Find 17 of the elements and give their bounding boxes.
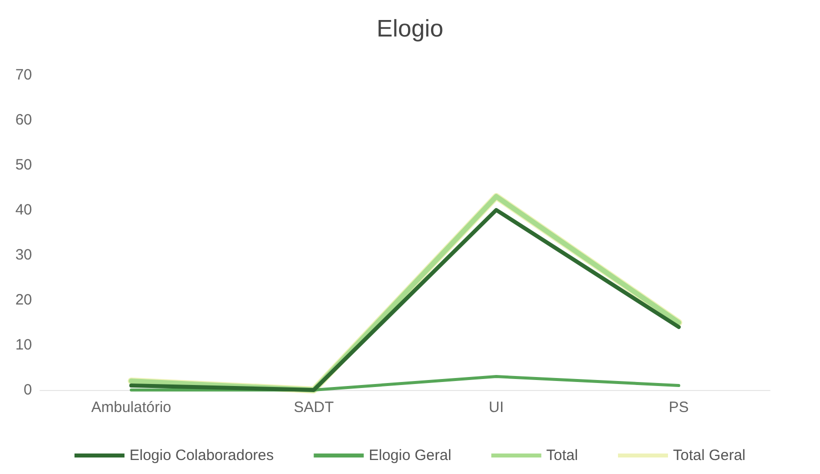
y-tick-label: 10 [15,336,32,354]
y-tick-label: 60 [15,112,32,128]
x-tick-label: SADT [294,399,334,416]
legend-label: Elogio Geral [368,447,452,464]
y-tick-label: 0 [24,382,32,398]
x-tick-label: Ambulatório [91,399,172,416]
legend-label: Total [546,447,578,464]
y-tick-label: 50 [15,156,32,174]
legend-label: Total Geral [672,447,746,464]
y-tick-label: 20 [15,292,32,308]
y-tick-label: 40 [15,202,32,218]
x-tick-label: UI [488,399,504,416]
chart-title: Elogio [376,16,444,42]
legend-label: Elogio Colaboradores [129,447,274,464]
x-tick-label: PS [668,399,689,416]
y-tick-label: 30 [15,246,32,264]
y-tick-label: 70 [15,66,32,84]
